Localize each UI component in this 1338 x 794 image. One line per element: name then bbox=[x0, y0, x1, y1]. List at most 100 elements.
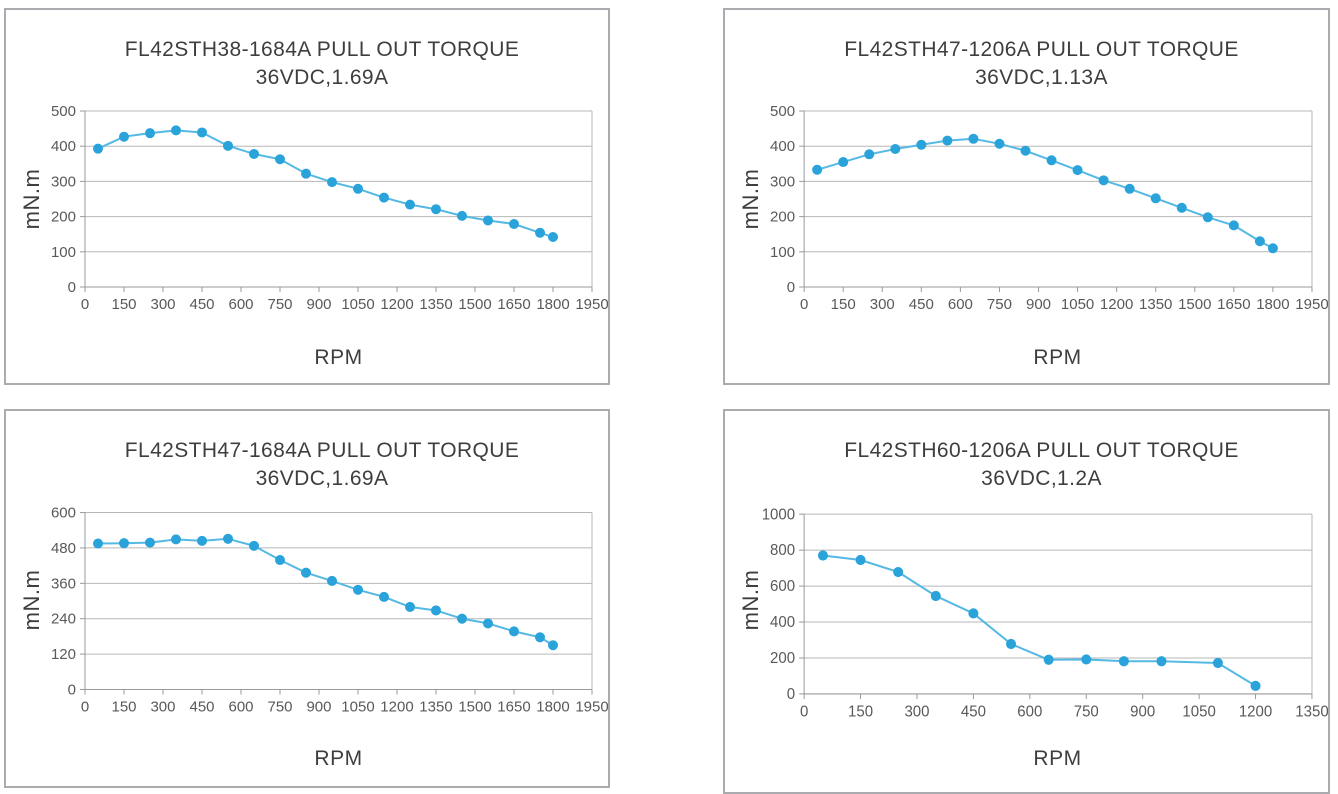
x-tick-label: 450 bbox=[909, 296, 934, 313]
chart-panel-fl42sth38-1684a: FL42STH38-1684A PULL OUT TORQUE 36VDC,1.… bbox=[4, 8, 610, 385]
x-tick-label: 1500 bbox=[458, 296, 491, 313]
data-point bbox=[1046, 155, 1057, 166]
data-point bbox=[855, 554, 866, 566]
x-tick-label: 1050 bbox=[1061, 296, 1094, 313]
data-point bbox=[1118, 656, 1129, 667]
y-tick-label: 0 bbox=[68, 681, 76, 698]
data-point bbox=[968, 608, 979, 619]
y-tick-label: 480 bbox=[51, 540, 76, 557]
x-tick-label: 1950 bbox=[575, 296, 608, 313]
x-tick-label: 0 bbox=[81, 296, 89, 313]
data-point bbox=[301, 168, 311, 179]
chart-title-line1: FL42STH47-1206A PULL OUT TORQUE bbox=[844, 38, 1239, 61]
x-tick-label: 450 bbox=[961, 703, 986, 720]
x-tick-label: 900 bbox=[1026, 296, 1051, 313]
data-point bbox=[1202, 212, 1213, 223]
data-point bbox=[1267, 243, 1278, 254]
y-tick-label: 500 bbox=[51, 103, 76, 120]
data-point bbox=[864, 149, 875, 160]
x-tick-label: 750 bbox=[1074, 703, 1099, 720]
data-point bbox=[509, 626, 519, 637]
data-line bbox=[821, 554, 1257, 687]
data-point bbox=[916, 139, 927, 150]
y-tick-label: 500 bbox=[770, 103, 795, 120]
data-point bbox=[119, 131, 129, 142]
data-point bbox=[379, 591, 389, 602]
x-tick-label: 0 bbox=[800, 296, 808, 313]
x-tick-label: 1350 bbox=[1295, 703, 1328, 720]
data-point bbox=[171, 125, 181, 136]
x-tick-label: 1200 bbox=[380, 699, 413, 716]
data-point bbox=[145, 128, 155, 139]
data-point bbox=[817, 550, 828, 561]
x-tick-label: 1200 bbox=[1239, 703, 1272, 720]
data-point bbox=[1124, 183, 1135, 194]
x-tick-label: 1200 bbox=[1100, 296, 1133, 313]
y-tick-label: 300 bbox=[51, 173, 76, 190]
data-point bbox=[1254, 236, 1265, 247]
data-point bbox=[893, 566, 904, 578]
data-point bbox=[405, 601, 415, 612]
data-point bbox=[994, 138, 1005, 149]
chart-title: FL42STH38-1684A PULL OUT TORQUE 36VDC,1.… bbox=[46, 36, 598, 92]
x-tick-label: 900 bbox=[1130, 703, 1155, 720]
data-point bbox=[548, 640, 558, 651]
y-tick-label: 800 bbox=[770, 542, 795, 559]
data-line bbox=[816, 137, 1274, 250]
data-point bbox=[509, 218, 519, 229]
x-tick-label: 1050 bbox=[341, 699, 374, 716]
chart-canvas: 0 100 200 300 400 500 0 150 300 450 600 750 900 1050 1… bbox=[51, 103, 608, 313]
x-tick-label: 1800 bbox=[536, 296, 569, 313]
chart-title-line2: 36VDC,1.69A bbox=[255, 467, 389, 490]
x-tick-label: 1650 bbox=[497, 296, 530, 313]
x-tick-label: 1350 bbox=[419, 699, 452, 716]
x-tick-label: 1800 bbox=[1256, 296, 1289, 313]
chart-title-line1: FL42STH47-1684A PULL OUT TORQUE bbox=[124, 439, 520, 462]
chart-canvas: 0 200 400 600 800 1000 0 150 300 450 600 750 900 1050… bbox=[762, 506, 1328, 720]
data-point bbox=[1006, 638, 1017, 650]
data-point bbox=[249, 148, 259, 159]
x-tick-label: 1800 bbox=[536, 699, 569, 716]
chart-canvas: 0 120 240 360 480 600 0 150 300 450 600 750 900 1050 1… bbox=[51, 505, 608, 716]
chart-panel-fl42sth60-1206a: FL42STH60-1206A PULL OUT TORQUE 36VDC,1.… bbox=[723, 409, 1330, 794]
x-tick-label: 600 bbox=[1017, 703, 1042, 720]
data-point bbox=[535, 227, 545, 238]
chart-panel-fl42sth47-1684a: FL42STH47-1684A PULL OUT TORQUE 36VDC,1.… bbox=[4, 409, 610, 788]
chart-title-line1: FL42STH38-1684A PULL OUT TORQUE bbox=[124, 38, 520, 61]
chart-canvas: 0 100 200 300 400 500 0 150 300 450 600 750 900 1050 1… bbox=[770, 103, 1328, 313]
y-tick-label: 100 bbox=[770, 244, 795, 261]
data-point bbox=[1156, 656, 1167, 667]
x-tick-label: 1350 bbox=[1139, 296, 1172, 313]
x-tick-label: 1500 bbox=[458, 699, 491, 716]
data-point bbox=[483, 618, 493, 629]
chart-title: FL42STH60-1206A PULL OUT TORQUE 36VDC,1.… bbox=[765, 437, 1318, 493]
data-point bbox=[1250, 680, 1261, 691]
x-tick-label: 300 bbox=[150, 699, 175, 716]
y-tick-label: 120 bbox=[51, 646, 76, 663]
chart-panel-fl42sth47-1206a: FL42STH47-1206A PULL OUT TORQUE 36VDC,1.… bbox=[723, 8, 1330, 385]
x-tick-label: 150 bbox=[831, 296, 856, 313]
y-tick-label: 300 bbox=[770, 173, 795, 190]
data-point bbox=[1098, 175, 1109, 186]
data-point bbox=[197, 535, 207, 546]
y-tick-label: 0 bbox=[787, 279, 795, 296]
data-point bbox=[275, 554, 285, 566]
data-point bbox=[457, 613, 467, 624]
x-tick-label: 750 bbox=[987, 296, 1012, 313]
data-point bbox=[171, 534, 181, 545]
data-point bbox=[1212, 657, 1223, 669]
x-tick-label: 450 bbox=[189, 699, 214, 716]
data-point bbox=[145, 537, 155, 548]
y-tick-label: 400 bbox=[51, 138, 76, 155]
x-tick-label: 1050 bbox=[1182, 703, 1215, 720]
x-tick-label: 300 bbox=[150, 296, 175, 313]
y-tick-label: 200 bbox=[770, 650, 795, 667]
data-point bbox=[1081, 654, 1092, 665]
chart-title-line1: FL42STH60-1206A PULL OUT TORQUE bbox=[844, 439, 1239, 462]
x-tick-label: 900 bbox=[306, 296, 331, 313]
x-tick-label: 750 bbox=[267, 296, 292, 313]
x-axis-title: RPM bbox=[314, 346, 363, 369]
chart-title: FL42STH47-1684A PULL OUT TORQUE 36VDC,1.… bbox=[46, 437, 598, 493]
x-tick-label: 450 bbox=[189, 296, 214, 313]
x-tick-label: 900 bbox=[306, 699, 331, 716]
